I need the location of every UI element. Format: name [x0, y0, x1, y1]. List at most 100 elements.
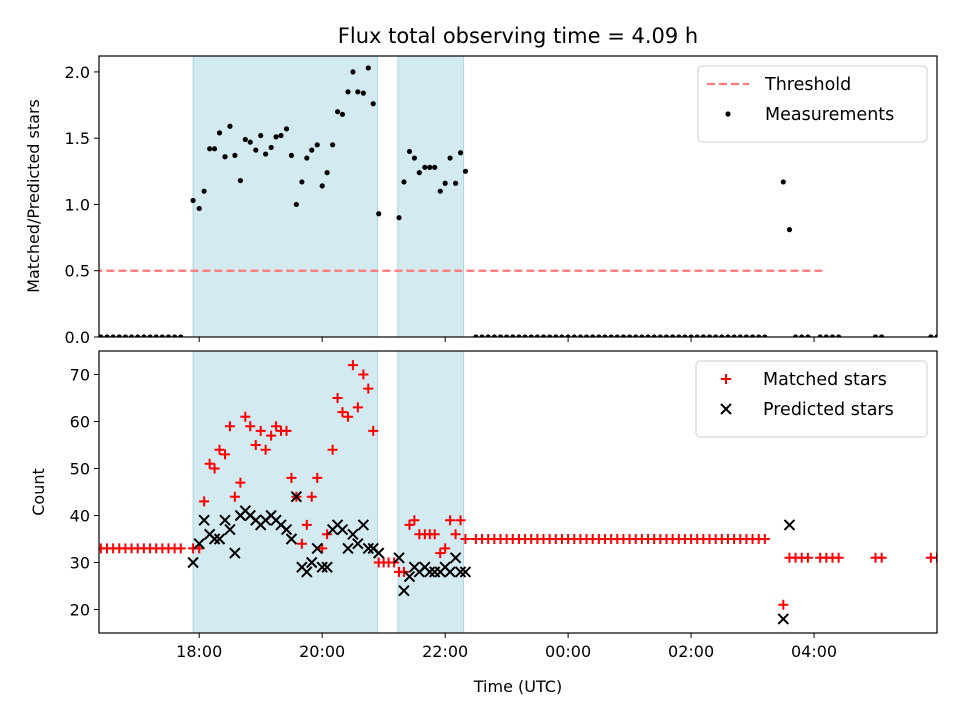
matched-star-point	[301, 519, 312, 530]
measurement-point	[376, 211, 382, 217]
x-tick-label: 00:00	[545, 642, 591, 661]
measurement-point	[222, 154, 228, 160]
matched-star-point	[358, 369, 369, 380]
measurement-point	[706, 334, 713, 337]
predicted-star-point	[342, 542, 354, 555]
top-y-tick-label: 1.0	[65, 195, 90, 214]
measurement-point	[694, 334, 700, 337]
top-axes-frame	[98, 55, 938, 338]
measurement-point	[719, 334, 725, 337]
matched-star-point	[363, 383, 374, 394]
matched-star-point	[327, 444, 338, 455]
matched-star-point	[255, 425, 266, 436]
x-tick-label: 18:00	[176, 642, 222, 661]
predicted-star-point	[398, 584, 410, 597]
top-y-tick-label: 2.0	[65, 63, 90, 82]
matched-star-point	[250, 440, 261, 450]
matched-star-point	[199, 496, 210, 507]
matched-star-point	[445, 515, 456, 526]
measurement-point	[725, 334, 731, 337]
measurement-point	[452, 180, 459, 186]
measurement-point	[473, 334, 479, 337]
measurement-point	[159, 334, 165, 337]
predicted-star-point	[187, 556, 199, 569]
matched-star-point	[260, 444, 271, 455]
measurement-point	[211, 146, 218, 152]
measurement-point	[792, 334, 799, 337]
matched-star-point	[306, 491, 317, 502]
matched-star-point	[398, 566, 409, 577]
legend-matched-handle	[721, 374, 731, 384]
predicted-star-point	[444, 566, 456, 578]
measurement-point	[293, 201, 299, 208]
measurement-point	[196, 205, 202, 212]
predicted-star-point	[321, 561, 333, 573]
top-shaded-interval-1	[397, 56, 465, 337]
predicted-star-point	[347, 528, 359, 541]
measurement-point	[829, 334, 836, 337]
measurement-point	[422, 164, 428, 170]
measurement-point	[682, 334, 688, 337]
legend-label: Matched stars	[763, 370, 887, 390]
measurement-point	[396, 215, 402, 221]
bottom-y-axis-label: Count	[29, 468, 48, 516]
matched-star-point	[209, 463, 220, 474]
legend-label: Threshold	[764, 75, 851, 95]
predicted-star-point	[403, 570, 416, 583]
measurement-point	[700, 334, 706, 337]
measurement-point	[263, 151, 269, 157]
measurement-point	[355, 89, 361, 95]
predicted-star-point	[208, 533, 221, 545]
measurement-point	[534, 334, 540, 337]
measurement-point	[737, 334, 743, 337]
measurement-point	[743, 334, 750, 337]
bottom-shaded-interval-0	[192, 351, 379, 633]
matched-star-point	[368, 425, 379, 436]
measurement-point	[104, 334, 110, 337]
measurement-point	[608, 334, 614, 337]
predicted-star-point	[449, 552, 462, 564]
measurement-point	[360, 90, 366, 96]
measurement-point	[319, 183, 325, 189]
matched-star-point	[802, 552, 813, 563]
measurement-point	[273, 134, 279, 140]
measurement-point	[928, 334, 934, 337]
bottom-y-tick-label: 20	[70, 601, 90, 620]
measurement-point	[670, 334, 676, 337]
measurement-point	[762, 334, 768, 337]
measurement-point	[437, 188, 443, 194]
measurement-point	[110, 334, 116, 337]
top-legend-box	[697, 65, 928, 143]
predicted-star-point	[783, 519, 796, 531]
legend-label: Predicted stars	[763, 400, 894, 420]
measurement-point	[309, 147, 315, 153]
matched-star-point	[352, 402, 363, 413]
measurement-point	[497, 334, 504, 337]
measurement-point	[442, 180, 448, 186]
matched-star-point	[938, 553, 948, 563]
predicted-star-point	[357, 519, 370, 531]
measurement-point	[577, 334, 584, 337]
measurement-point	[406, 148, 413, 155]
matched-star-point	[409, 515, 420, 526]
matched-star-point	[214, 444, 225, 455]
measurement-point	[657, 334, 663, 337]
measurement-point	[786, 227, 793, 233]
measurement-point	[299, 179, 305, 185]
x-tick-label: 02:00	[668, 642, 714, 661]
measurement-point	[432, 164, 438, 170]
matched-star-point	[833, 552, 844, 563]
measurement-point	[253, 147, 259, 153]
matched-star-point	[944, 553, 954, 563]
x-tick-label: 20:00	[299, 642, 345, 661]
measurement-point	[879, 334, 885, 337]
predicted-star-point	[316, 561, 328, 573]
measurement-point	[427, 164, 433, 170]
matched-star-point	[440, 543, 451, 554]
measurement-point	[207, 146, 213, 152]
measurement-point	[283, 126, 290, 132]
bottom-panel: 20 30 40 50 60 70 18:00 20:00 22:00 00:00 02:00 04:…	[70, 350, 954, 661]
top-y-tick-label: 0.5	[65, 262, 90, 281]
matched-star-point	[240, 411, 251, 422]
measurement-point	[620, 334, 627, 337]
